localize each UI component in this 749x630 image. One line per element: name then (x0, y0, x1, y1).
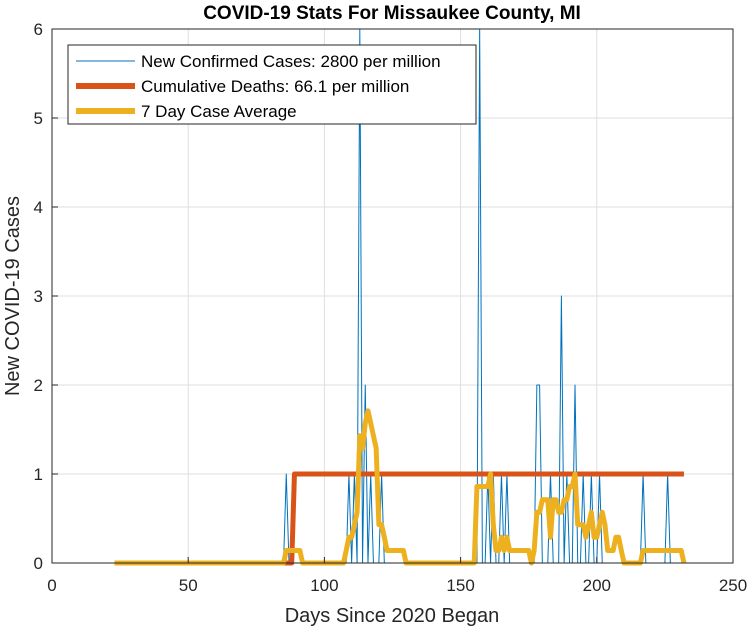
x-tick-label: 200 (583, 576, 611, 595)
x-tick-label: 250 (719, 576, 747, 595)
x-axis-label: Days Since 2020 Began (285, 605, 500, 627)
x-tick-label: 100 (310, 576, 338, 595)
legend-label-7-day-average: 7 Day Case Average (141, 102, 297, 121)
series-line-7-day-average (114, 408, 687, 566)
axis-ticks: 0 50 100 150 200 250 0 1 2 3 4 5 6 (34, 20, 748, 595)
y-tick-label: 2 (34, 376, 43, 395)
x-tick-label: 150 (446, 576, 474, 595)
legend-label-new-cases: New Confirmed Cases: 2800 per million (141, 52, 441, 71)
y-tick-label: 6 (34, 20, 43, 39)
y-axis-label: New COVID-19 Cases (2, 196, 24, 396)
y-tick-label: 3 (34, 287, 43, 306)
chart-title: COVID-19 Stats For Missaukee County, MI (203, 3, 581, 24)
legend-label-cumulative-deaths: Cumulative Deaths: 66.1 per million (141, 77, 409, 96)
y-tick-label: 4 (34, 198, 43, 217)
legend-box (67, 44, 477, 125)
y-tick-label: 5 (34, 109, 43, 128)
x-tick-label: 50 (179, 576, 198, 595)
x-tick-label: 0 (47, 576, 56, 595)
y-tick-label: 0 (34, 554, 43, 573)
legend: New Confirmed Cases: 2800 per million Cu… (67, 44, 477, 125)
y-tick-label: 1 (34, 465, 43, 484)
